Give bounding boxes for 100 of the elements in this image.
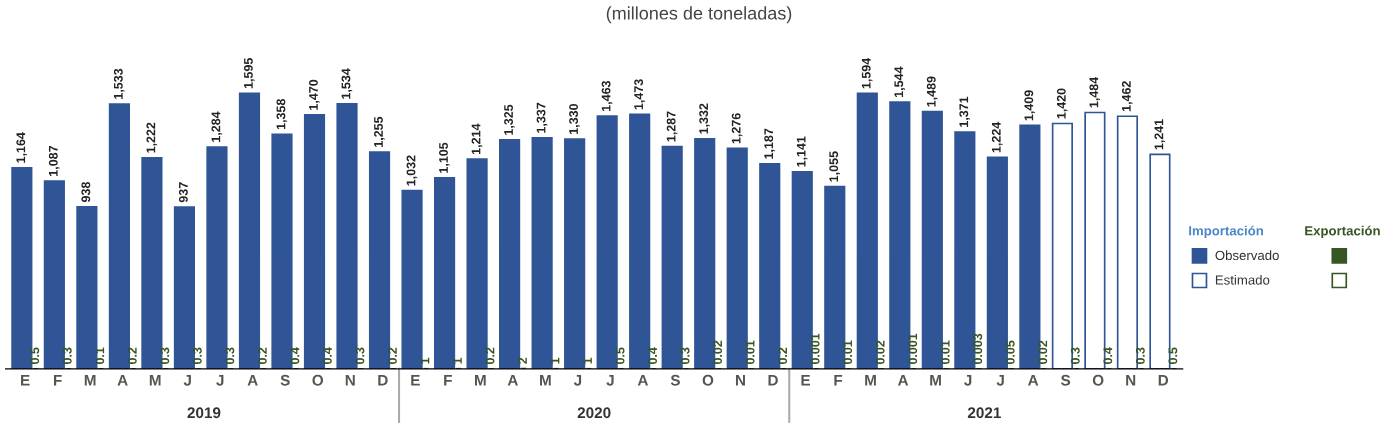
x-tick-label: A [637,375,649,386]
data-label: 1 [420,357,430,364]
data-label: 0.2 [388,347,397,365]
data-label: 1,463 [601,80,613,111]
data-label: 0.5 [30,347,40,364]
data-label: 1,595 [243,58,255,89]
data-label: 1,462 [1121,81,1133,112]
x-tick-label: A [117,375,128,386]
data-label: 1,533 [113,68,125,99]
data-label: 1,141 [796,136,808,167]
data-label: 0.02 [1038,340,1048,365]
data-label: 0.01 [745,340,755,365]
data-label: 0.02 [713,340,723,365]
data-label: 1,473 [634,79,645,110]
data-label: 1,470 [309,79,320,110]
data-label: 1,224 [991,121,1003,153]
data-label: 0.003 [973,333,983,365]
data-label: 0.01 [843,340,853,365]
data-label: 0.4 [290,347,300,364]
x-tick-label: M [475,375,486,386]
data-label: 1,484 [1089,76,1101,108]
data-label: 1,241 [1154,119,1166,150]
data-label: 0.4 [648,347,658,364]
data-label: 2 [518,357,527,364]
x-tick-label: S [1060,374,1071,386]
x-tick-label: F [834,375,843,386]
x-tick-label: D [378,375,388,386]
x-tick-label: M [149,375,161,386]
text: Importación [1189,225,1263,239]
data-label: 1,214 [471,123,483,155]
data-label: 0.001 [908,333,918,365]
data-label: 1,594 [861,57,873,89]
data-label: 938 [81,182,91,203]
x-tick-label: A [507,375,518,386]
data-label: 0.2 [127,347,137,365]
data-label: 0.2 [257,347,267,365]
x-tick-label: S [280,374,290,386]
data-label: 1,164 [16,132,28,163]
chart-title: (millones de toneladas) [606,6,792,24]
data-label: 1,055 [829,151,840,182]
x-tick-label: N [1126,375,1136,386]
data-label: 0.3 [1070,347,1080,365]
data-label: 0.02 [875,340,885,365]
data-label: 1,371 [959,96,971,127]
x-tick-label: J [996,375,1004,386]
x-tick-label: D [768,375,778,386]
data-label: 1,489 [926,76,938,107]
x-tick-label: S [670,374,680,386]
data-label: 1,544 [894,66,905,97]
data-label: 1,222 [146,122,158,153]
x-tick-label: J [964,375,972,386]
x-tick-label: M [865,375,876,386]
data-label: 1 [583,357,592,364]
x-tick-label: F [444,375,452,386]
data-label: 1,420 [1056,88,1068,119]
data-label: 1 [550,357,560,364]
data-label: 0.2 [778,347,788,365]
x-tick-label: M [540,375,551,386]
data-label: 1 [453,357,462,364]
data-label: 1,284 [211,111,223,142]
data-label: 1,325 [504,104,515,135]
data-label: 0.5 [1168,347,1178,364]
text: 2020 [577,407,611,419]
x-tick-label: A [247,375,258,386]
data-label: 0.3 [62,347,72,365]
data-label: 0.01 [940,340,950,365]
data-label: 1,032 [406,155,418,186]
data-label: 1,534 [341,68,353,99]
text: 2019 [187,407,221,419]
x-tick-label: M [930,375,941,386]
data-label: 1,332 [699,103,710,134]
data-label: 0.3 [680,347,690,365]
x-tick-label: J [183,375,191,386]
data-label: 0.1 [95,347,105,365]
x-tick-label: O [702,374,714,386]
data-label: 0.3 [160,347,170,365]
legend-label: Observado [1215,250,1279,261]
data-label: 0.4 [322,347,332,364]
data-label: 1,187 [764,128,775,159]
data-label: 0.3 [355,347,365,365]
x-tick-label: E [411,375,420,386]
x-tick-label: E [21,375,30,386]
data-label: 0.2 [485,347,495,365]
data-label: 1,255 [374,116,385,147]
data-label: 1,287 [666,111,678,142]
x-tick-label: N [735,375,745,386]
data-label: 0.3 [192,347,202,365]
data-label: 1,358 [276,99,288,130]
data-label: 0.05 [1005,340,1015,365]
data-label: 0.3 [1135,347,1145,365]
x-tick-label: A [1027,375,1039,386]
x-tick-label: E [801,375,811,386]
data-label: 1,330 [569,103,580,134]
data-label: 1,337 [536,102,548,133]
data-label: 937 [178,182,188,203]
x-tick-label: O [1092,374,1104,386]
data-label: 0.5 [615,347,625,364]
x-tick-label: M [84,375,96,386]
x-tick-label: J [573,375,582,386]
data-label: 0.001 [810,333,820,365]
